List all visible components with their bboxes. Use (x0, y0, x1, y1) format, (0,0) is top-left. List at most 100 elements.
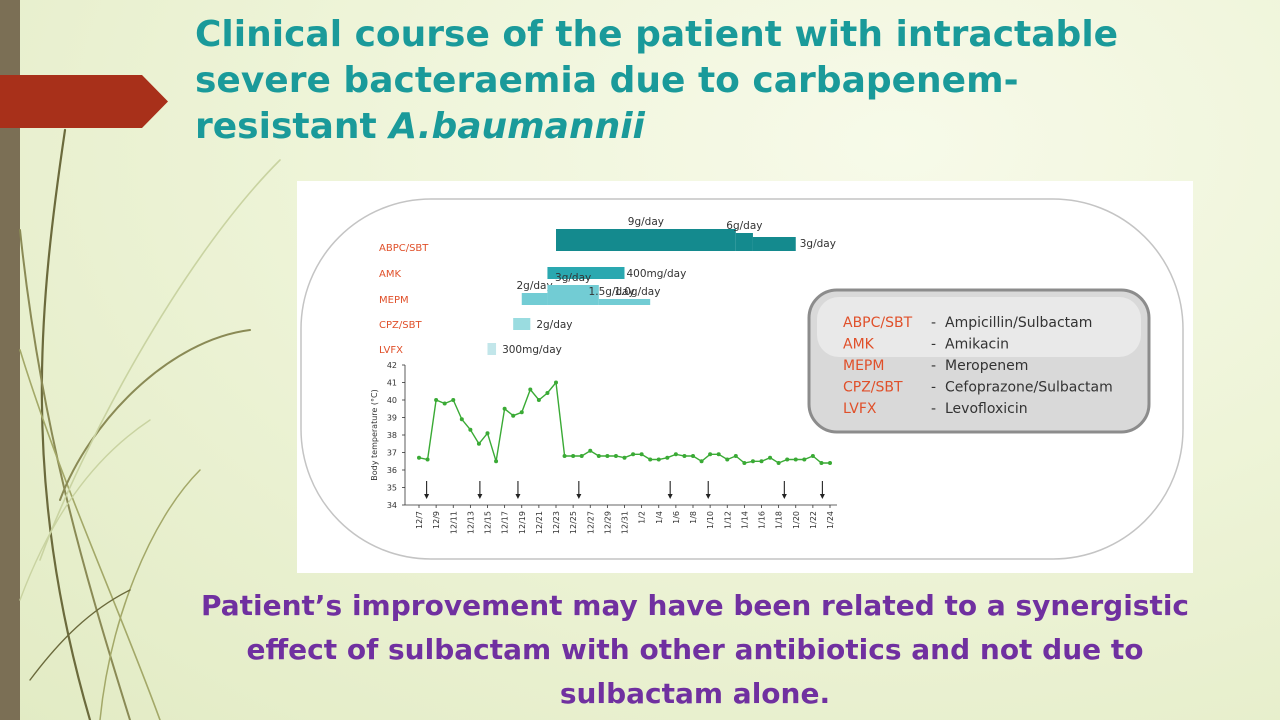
x-tick-label: 1/2 (638, 511, 647, 524)
event-arrow-head (705, 494, 711, 499)
x-tick-label: 12/11 (449, 511, 458, 534)
x-tick-label: 12/21 (535, 511, 544, 534)
temperature-point (828, 461, 832, 465)
dose-label: 400mg/day (627, 268, 687, 280)
event-arrow-head (477, 494, 483, 499)
y-axis-label: Body temperature (°C) (370, 389, 379, 480)
drug-label-amk: AMK (379, 269, 401, 280)
dose-label: 1.5g/day (589, 286, 635, 298)
legend-code: ABPC/SBT (843, 315, 913, 331)
event-arrow-head (515, 494, 521, 499)
temperature-point (536, 398, 541, 402)
temperature-point (528, 387, 533, 392)
treatment-bar (547, 285, 599, 305)
dose-label: 1.0g/day (614, 286, 660, 298)
treatment-bar (547, 267, 625, 279)
temperature-point (451, 398, 456, 402)
slide-conclusion: Patient’s improvement may have been rela… (200, 584, 1190, 716)
temperature-point (768, 455, 773, 460)
y-tick-label: 34 (387, 501, 397, 510)
x-tick-label: 12/9 (432, 511, 441, 529)
temperature-point (425, 457, 430, 462)
drug-label-lvfx: LVFX (379, 345, 403, 356)
legend-code: AMK (843, 337, 875, 353)
temperature-point (519, 410, 524, 415)
x-tick-label: 12/13 (466, 511, 475, 534)
temperature-point (639, 452, 644, 457)
dose-label: 2g/day (516, 280, 552, 292)
x-tick-label: 1/18 (775, 511, 784, 529)
legend-drug-name: Amikacin (945, 337, 1009, 353)
temperature-point (571, 454, 576, 458)
temperature-point (819, 461, 824, 465)
temperature-point (476, 441, 481, 446)
y-tick-labels: 34 35 36 37 38 39 40 41 42 (387, 361, 405, 510)
temperature-point (417, 455, 421, 460)
legend-highlight (817, 297, 1141, 357)
decorative-grass-lines (19, 128, 281, 720)
y-tick-label: 37 (387, 449, 397, 458)
x-tick-label: 1/4 (655, 511, 664, 524)
dose-label: 3g/day (800, 238, 836, 250)
legend-drug-name: Cefoprazone/Sulbactam (945, 380, 1113, 396)
temperature-point (605, 454, 610, 458)
legend-dash: - (931, 315, 936, 331)
temperature-point (810, 454, 815, 458)
treatment-bars: 9g/day 6g/day3g/day400mg/day2g/day3g/day1… (487, 216, 836, 356)
y-tick-label: 35 (387, 484, 397, 493)
x-tick-label: 1/22 (809, 511, 818, 529)
x-tick-label: 1/24 (826, 511, 835, 529)
legend-dash: - (931, 337, 936, 353)
treatment-bar (752, 237, 796, 251)
temperature-point (785, 457, 790, 462)
legend-code: MEPM (843, 358, 884, 374)
x-tick-label: 1/10 (706, 511, 715, 529)
temperature-point (708, 452, 713, 457)
x-tick-label: 12/19 (518, 511, 527, 534)
drug-labels: ABPC/SBT AMK MEPM CPZ/SBT LVFX (379, 243, 429, 356)
legend-dash: - (931, 380, 936, 396)
temperature-point (802, 457, 807, 462)
treatment-bar (487, 343, 497, 355)
temperature-point (759, 459, 764, 464)
conclusion-line-3: sulbactam alone. (559, 677, 831, 710)
temperature-point (776, 461, 781, 465)
slide-left-strip (0, 0, 20, 720)
title-organism-name: A.baumannii (389, 106, 645, 147)
x-tick-label: 12/27 (586, 511, 595, 534)
x-tick-label: 1/8 (689, 511, 698, 524)
temperature-point (742, 461, 747, 465)
temperature-point (699, 459, 704, 464)
temperature-point (613, 454, 618, 458)
drug-label-mepm: MEPM (379, 295, 409, 306)
conclusion-line-2: effect of sulbactam with other antibioti… (246, 633, 1144, 666)
conclusion-line-1: Patient’s improvement may have been rela… (200, 589, 1190, 622)
y-tick-label: 38 (387, 431, 397, 440)
x-tick-label: 1/16 (758, 511, 767, 529)
x-tick-label: 12/31 (621, 511, 630, 534)
temperature-point (682, 454, 687, 458)
temperature-point (631, 452, 636, 457)
temperature-point (793, 457, 798, 462)
x-tick-label: 12/15 (484, 511, 493, 534)
treatment-bar (521, 293, 548, 305)
x-tick-label: 1/12 (723, 511, 732, 529)
x-tick-label: 1/6 (672, 511, 681, 524)
clinical-course-figure: ABPC/SBT AMK MEPM CPZ/SBT LVFX 9g/day 6g/day 3… (297, 181, 1193, 573)
dose-label: 6g/day (726, 220, 762, 232)
dose-label: 2g/day (536, 319, 572, 331)
temperature-point (665, 455, 670, 460)
temperature-point (648, 457, 653, 462)
x-tick-label: 12/29 (603, 511, 612, 534)
legend-code: LVFX (843, 401, 877, 417)
dose-label: 9g/day (628, 216, 664, 228)
temperature-point (434, 398, 439, 402)
legend-dash: - (931, 401, 936, 417)
event-arrow-head (781, 494, 787, 499)
y-tick-label: 41 (387, 379, 397, 388)
event-arrow-head (424, 494, 430, 499)
temperature-point (579, 454, 584, 458)
y-tick-label: 40 (387, 396, 397, 405)
